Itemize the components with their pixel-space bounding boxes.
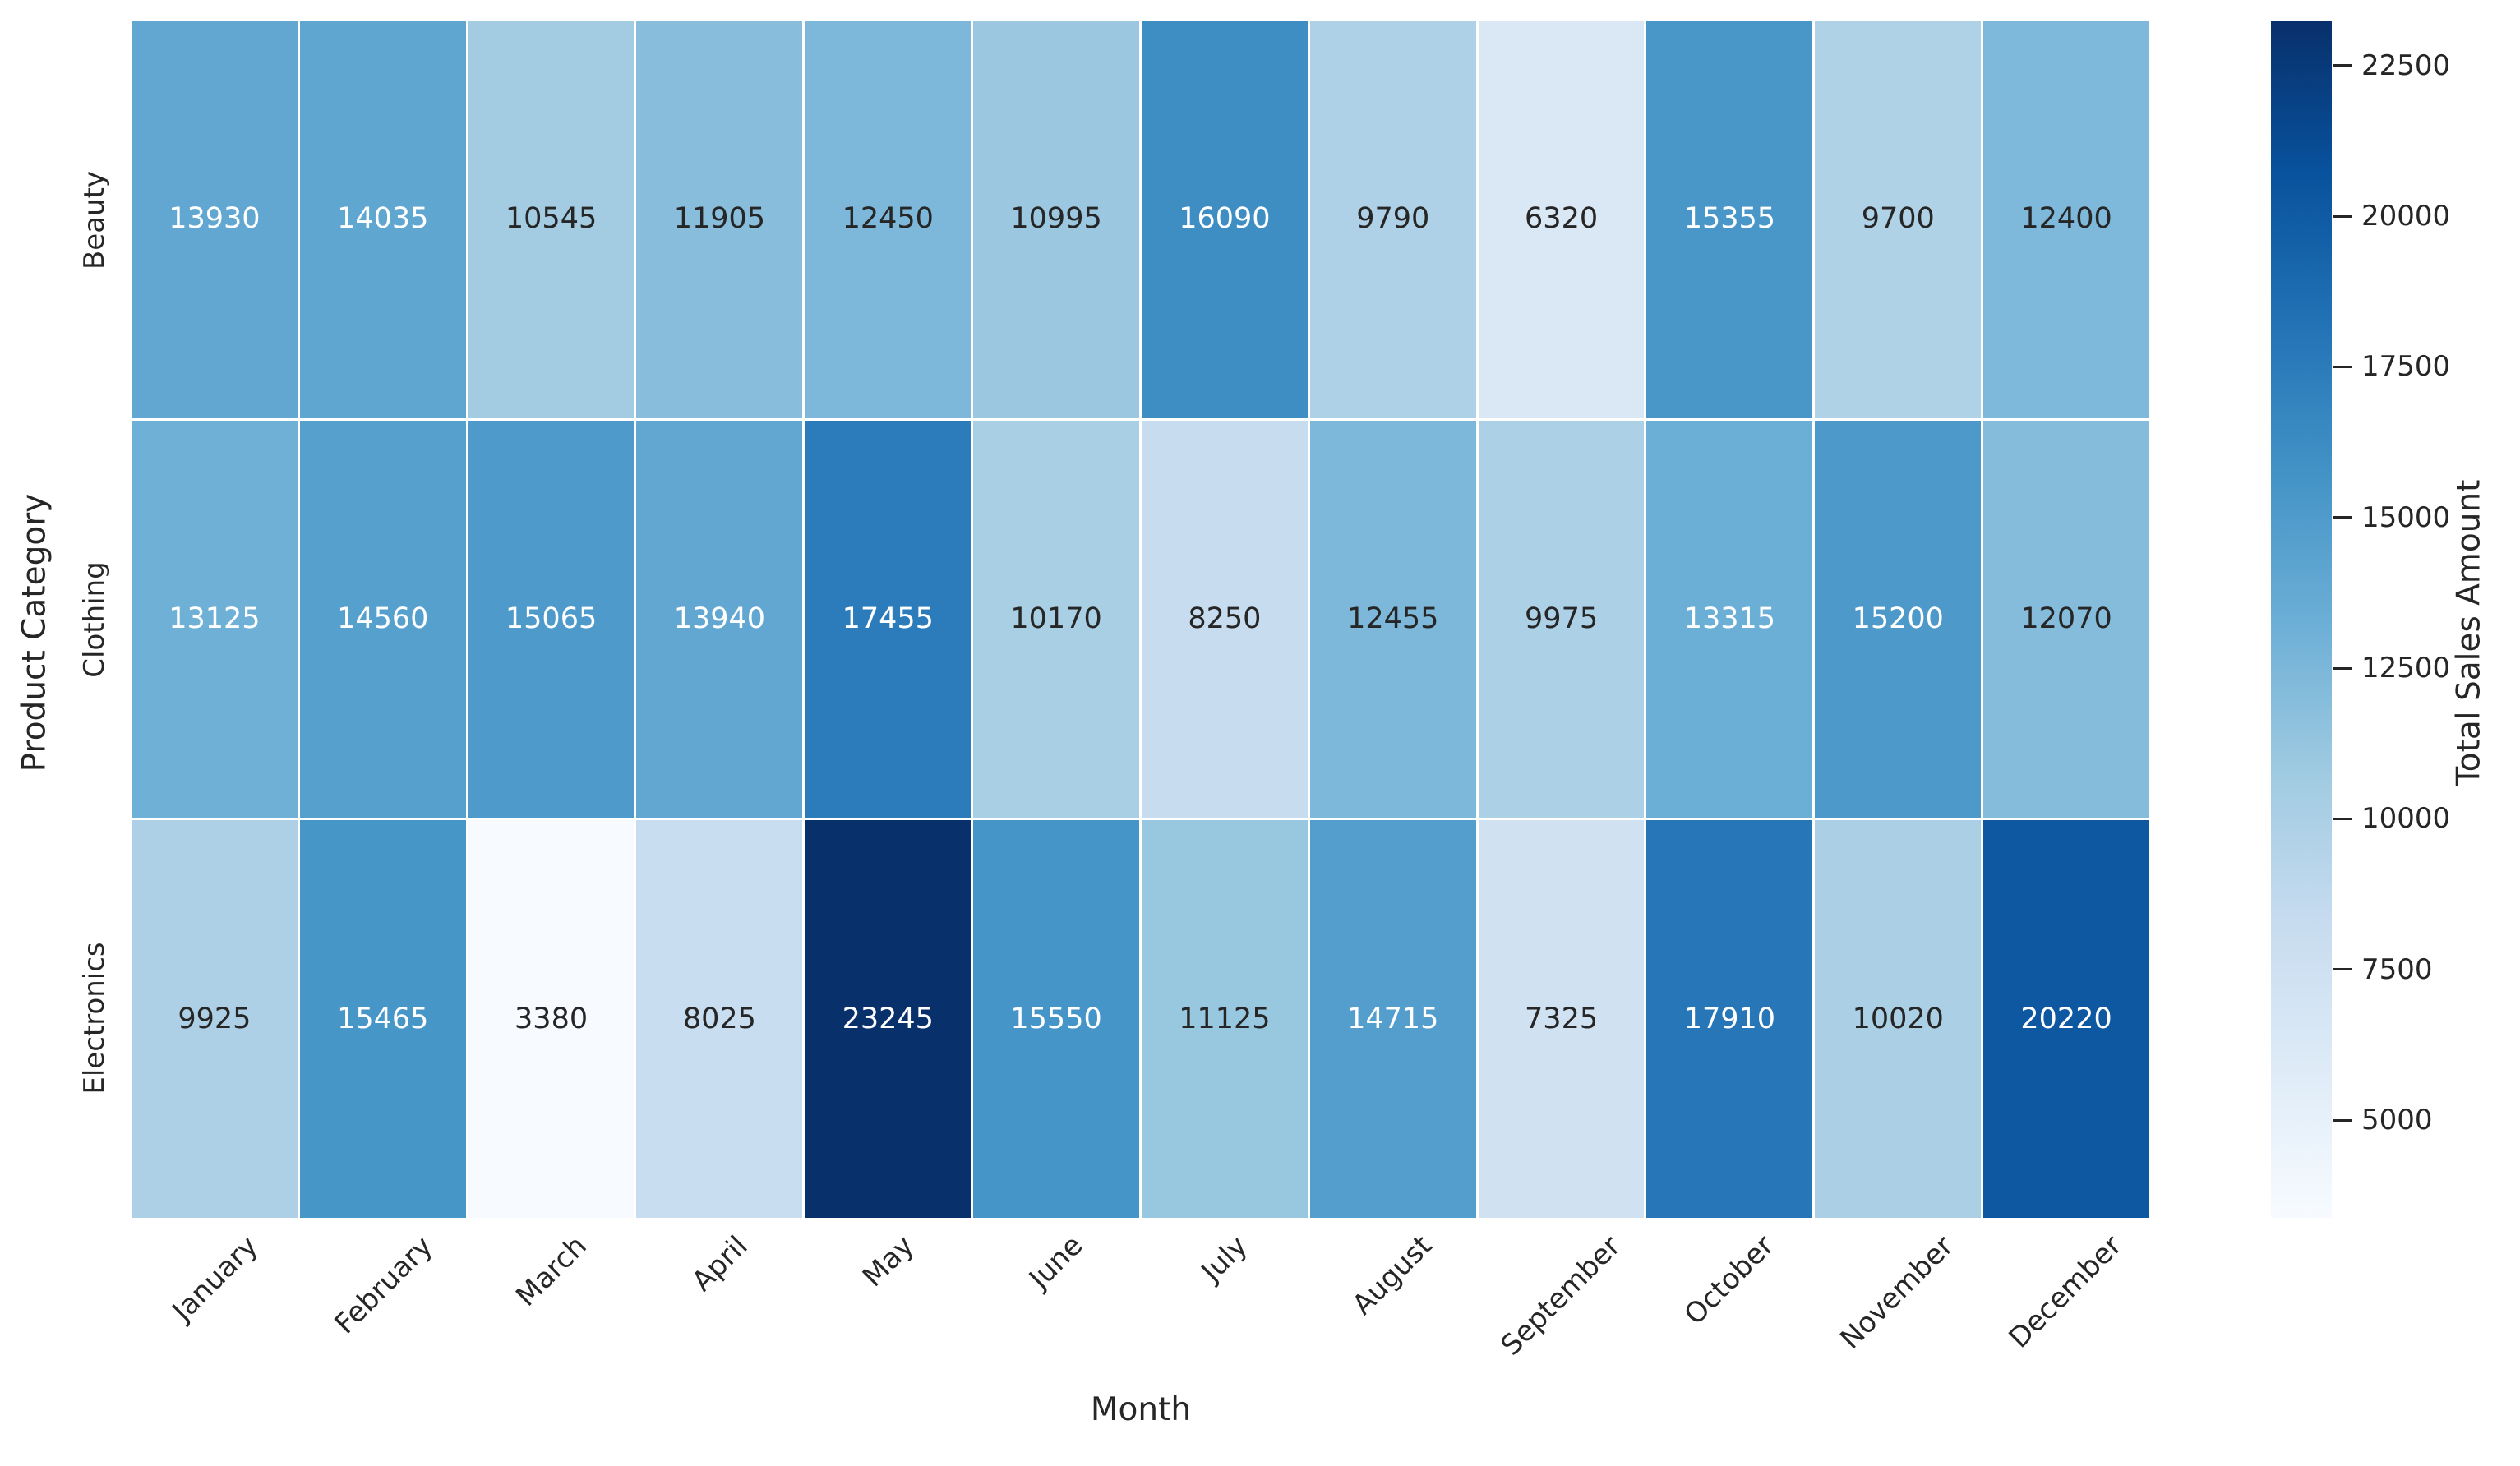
x-axis-tick-label: September	[1494, 1229, 1627, 1362]
heatmap-cell: 15355	[1646, 21, 1813, 418]
heatmap-grid: 13930 14035 10545 11905 12450 10995 16090 9790 6…	[132, 21, 2149, 1218]
heatmap-cell: 12070	[1983, 420, 2149, 818]
heatmap-cell: 10995	[973, 21, 1139, 418]
x-axis-tick-label: December	[2002, 1229, 2129, 1355]
colorbar-tick	[2333, 365, 2352, 368]
heatmap-cell: 13930	[132, 21, 298, 418]
x-axis-tick-label: July	[1195, 1229, 1254, 1289]
x-axis-tick-label: January	[166, 1229, 265, 1328]
x-axis-tick-label: August	[1346, 1229, 1439, 1322]
heatmap-cell: 15065	[468, 420, 635, 818]
colorbar: 22500 20000 17500 15000 12500 10000 7500 5000	[2271, 21, 2450, 1218]
colorbar-tick	[2333, 817, 2352, 820]
heatmap-cell: 9700	[1815, 21, 1982, 418]
heatmap-cell: 9790	[1309, 21, 1476, 418]
heatmap-cell: 10020	[1815, 820, 1982, 1218]
heatmap-cell: 8025	[636, 820, 803, 1218]
heatmap-cell: 14035	[299, 21, 466, 418]
heatmap-cell: 15465	[299, 820, 466, 1218]
heatmap-cell: 9975	[1478, 420, 1645, 818]
heatmap-cell: 11125	[1141, 820, 1308, 1218]
y-axis-tick-label: Electronics	[78, 942, 111, 1095]
colorbar-tick	[2333, 968, 2352, 971]
colorbar-tick	[2333, 516, 2352, 519]
heatmap-cell: 12455	[1309, 420, 1476, 818]
heatmap-cell: 7325	[1478, 820, 1645, 1218]
x-axis-tick-label: February	[328, 1229, 440, 1340]
colorbar-tick-label: 22500	[2361, 48, 2451, 82]
colorbar-tick-label: 10000	[2361, 802, 2451, 836]
x-axis-tick-label: May	[856, 1229, 921, 1293]
heatmap-cell: 12450	[805, 21, 972, 418]
x-axis-label: Month	[1090, 1391, 1192, 1428]
colorbar-tick-label: 7500	[2361, 952, 2433, 986]
x-axis-tick-label: October	[1678, 1229, 1780, 1332]
colorbar-tick	[2333, 1118, 2352, 1122]
colorbar-gradient	[2271, 21, 2332, 1218]
colorbar-tick	[2333, 214, 2352, 218]
heatmap-cell: 23245	[805, 820, 972, 1218]
heatmap-cell: 20220	[1983, 820, 2149, 1218]
heatmap-cell: 16090	[1141, 21, 1308, 418]
y-axis-tick-label: Clothing	[78, 560, 111, 678]
heatmap-cell: 8250	[1141, 420, 1308, 818]
colorbar-label: Total Sales Amount	[2450, 479, 2488, 786]
colorbar-tick	[2333, 666, 2352, 670]
colorbar-tick-label: 5000	[2361, 1104, 2433, 1137]
y-axis-tick-label: Beauty	[78, 170, 111, 270]
heatmap-cell: 14560	[299, 420, 466, 818]
colorbar-tick-label: 17500	[2361, 350, 2451, 384]
heatmap-cell: 9925	[132, 820, 298, 1218]
heatmap-cell: 6320	[1478, 21, 1645, 418]
y-axis-label: Product Category	[16, 493, 53, 772]
colorbar-tick	[2333, 64, 2352, 67]
colorbar-tick-label: 20000	[2361, 200, 2451, 233]
heatmap-cell: 17910	[1646, 820, 1813, 1218]
heatmap-cell: 13315	[1646, 420, 1813, 818]
x-axis-tick-label: March	[510, 1229, 594, 1313]
heatmap-cell: 14715	[1309, 820, 1476, 1218]
colorbar-tick-label: 12500	[2361, 652, 2451, 685]
heatmap-cell: 15550	[973, 820, 1139, 1218]
heatmap-cell: 11905	[636, 21, 803, 418]
heatmap-cell: 12400	[1983, 21, 2149, 418]
heatmap-cell: 13125	[132, 420, 298, 818]
x-axis-tick-label: April	[685, 1229, 755, 1298]
x-axis-tick-label: June	[1022, 1229, 1090, 1296]
heatmap-cell: 10170	[973, 420, 1139, 818]
heatmap-cell: 3380	[468, 820, 635, 1218]
heatmap-cell: 15200	[1815, 420, 1982, 818]
heatmap-cell: 17455	[805, 420, 972, 818]
heatmap-cell: 13940	[636, 420, 803, 818]
colorbar-tick-label: 15000	[2361, 500, 2451, 534]
heatmap-cell: 10545	[468, 21, 635, 418]
x-axis-tick-label: November	[1834, 1229, 1960, 1356]
